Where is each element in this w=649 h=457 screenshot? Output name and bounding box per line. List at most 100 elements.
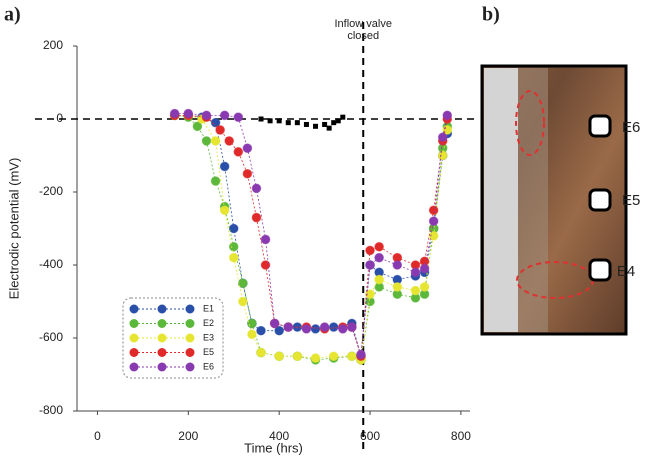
legend-swatch [157,348,167,357]
point [201,110,212,121]
electrodes [588,114,612,282]
point [419,263,430,274]
point [310,353,321,363]
point [228,241,239,252]
point [322,121,328,127]
point [233,112,244,122]
y-axis-label: Electrodic potential (mV) [6,158,21,300]
electrode-label: E6 [622,119,640,136]
point [335,118,341,124]
point [219,161,230,172]
point [258,116,264,122]
point [242,143,253,153]
point [301,324,312,334]
electrode [588,188,612,212]
y-tick-label: -200 [39,184,63,198]
point [337,324,348,334]
electrode [588,114,612,138]
point [303,121,309,127]
point [340,114,346,120]
point [238,296,248,307]
y-tick-label: 200 [43,38,63,52]
region-marker [515,90,545,156]
point [428,231,439,241]
legend-label: E2 [203,318,214,328]
legend-swatch [157,333,167,343]
point [215,125,225,135]
point [269,318,280,329]
point [256,325,266,336]
point [347,351,357,362]
point [251,183,262,194]
legend-swatch [157,362,167,372]
x-tick-label: 200 [178,429,198,443]
point [326,125,332,131]
x-tick-label: 400 [269,429,289,443]
point [247,318,257,329]
photo-panel: E6 E5 E4 [480,64,640,336]
point [410,267,421,278]
y-tick-label: -600 [39,330,63,344]
legend: E1 E2 E3 E5 E6 [122,297,224,379]
point [233,147,244,157]
point [365,289,375,300]
point [292,351,303,362]
point [238,278,248,289]
point [310,324,321,334]
legend-swatch [157,304,167,314]
point [328,322,339,332]
tube-wall [484,68,518,332]
y-tick-label: 0 [56,111,63,125]
point [192,121,203,132]
legend-label: E1 [203,303,214,313]
point [210,136,221,146]
legend-swatch [185,333,195,343]
x-tick-label: 800 [451,429,471,443]
legend-swatch [129,362,139,372]
point [276,118,282,124]
point [210,176,221,186]
legend-swatch [129,319,139,328]
point [319,322,330,332]
point [260,234,271,245]
legend-swatch [129,333,139,343]
point [169,108,180,119]
point [274,351,284,362]
point [365,260,375,270]
point [224,136,235,146]
point [374,241,384,252]
point [428,216,439,226]
point [242,168,253,179]
legend-label: E3 [203,332,214,342]
point [294,120,300,126]
point [183,108,194,119]
legend-swatch [129,348,139,357]
x-axis-label: Time (hrs) [244,440,303,455]
legend-swatch [129,304,139,314]
point [251,212,262,223]
point [256,347,266,358]
point [247,329,257,340]
electrode-label: E5 [622,192,640,209]
point [285,120,291,126]
point [374,252,384,263]
point [442,110,453,121]
point [410,285,421,296]
photo-layer [518,68,548,332]
point [267,118,273,124]
point [428,205,439,216]
panel-label: a) [4,4,21,26]
electrode-label: E4 [617,263,635,280]
legend-swatch [157,319,167,328]
plot: 200 0 -200 -400 -600 -800 0 200 400 600 800 Time (h… [6,18,478,455]
panel-label: b) [482,4,500,26]
point [283,322,294,332]
point [347,322,357,332]
point [365,245,375,256]
point [201,136,212,146]
y-tick-label: -400 [39,257,63,271]
point [392,282,403,292]
point [219,205,230,216]
point [210,117,221,128]
